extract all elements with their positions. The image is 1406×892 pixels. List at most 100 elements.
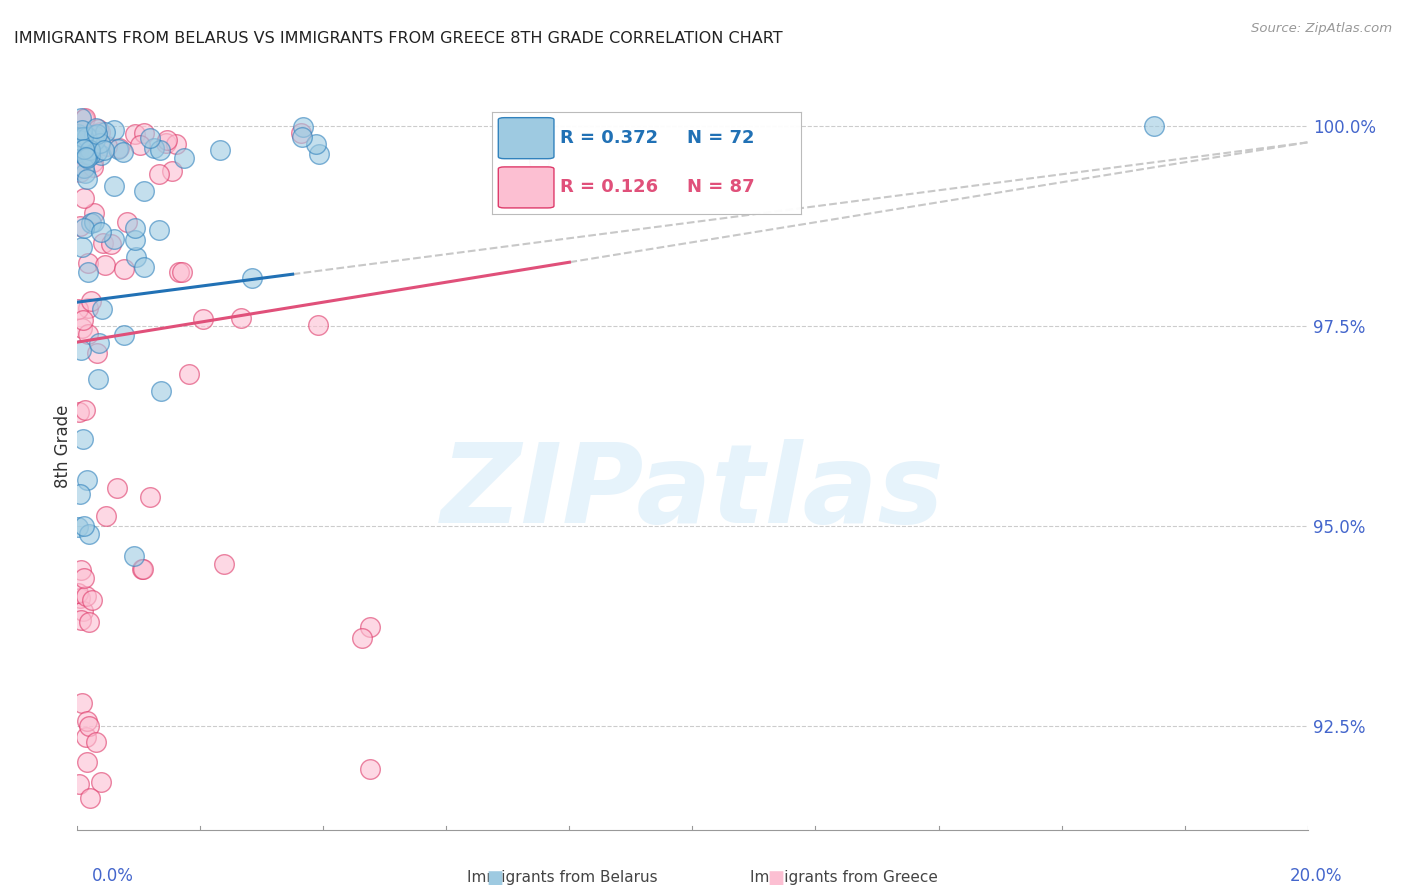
Point: [125, 250, 148, 264]
Point: [108, 140, 131, 154]
Point: [77, 129, 100, 144]
Point: [77, 615, 100, 629]
Point: [103, 178, 125, 193]
Point: [67, 301, 90, 316]
Point: [84, 121, 107, 136]
Point: [83, 128, 105, 143]
Point: [70, 130, 93, 145]
Point: [132, 260, 155, 275]
Point: [67, 139, 90, 153]
Point: [67, 154, 90, 169]
Point: [208, 143, 231, 157]
Point: [69, 591, 91, 605]
Text: R = 0.126: R = 0.126: [560, 178, 658, 196]
Point: [73, 142, 96, 156]
Point: [122, 549, 145, 563]
Point: [73, 571, 96, 585]
Point: [112, 261, 135, 276]
Point: [80, 294, 103, 309]
Point: [79, 136, 101, 151]
Point: [89, 125, 111, 139]
Point: [94, 508, 117, 523]
Point: [76, 714, 98, 728]
Point: [70, 157, 93, 171]
Point: [167, 265, 190, 279]
Point: [80, 216, 103, 230]
Point: [131, 562, 153, 576]
Text: 0.0%: 0.0%: [91, 867, 134, 885]
Point: [70, 160, 93, 174]
Point: [79, 143, 101, 157]
Point: [76, 301, 98, 315]
Point: [72, 124, 94, 138]
Point: [67, 147, 90, 161]
Point: [66, 152, 89, 166]
Point: [70, 240, 93, 254]
Point: [150, 384, 173, 398]
Point: [177, 367, 200, 381]
Point: [69, 613, 91, 627]
Point: [69, 133, 91, 147]
Text: 20.0%: 20.0%: [1291, 867, 1343, 885]
FancyBboxPatch shape: [498, 167, 554, 208]
Point: [124, 127, 146, 141]
Point: [73, 161, 96, 175]
Point: [148, 167, 170, 181]
Point: [212, 558, 235, 572]
Point: [82, 154, 104, 169]
Point: [359, 762, 381, 776]
Point: [72, 604, 94, 618]
Point: [229, 310, 252, 325]
Point: [83, 215, 105, 229]
Point: [70, 343, 93, 358]
Point: [73, 166, 96, 180]
Point: [91, 235, 114, 250]
Point: [79, 148, 101, 162]
Point: [66, 141, 89, 155]
Point: [91, 301, 114, 316]
Text: N = 72: N = 72: [688, 129, 755, 147]
Point: [112, 145, 135, 159]
Point: [165, 136, 187, 151]
Point: [143, 141, 166, 155]
Point: [103, 232, 125, 246]
Point: [70, 696, 93, 710]
Point: [67, 520, 90, 534]
Point: [86, 145, 108, 160]
Text: Immigrants from Belarus: Immigrants from Belarus: [467, 870, 658, 885]
Point: [307, 318, 329, 332]
Point: [87, 372, 110, 386]
Point: [67, 148, 90, 162]
Point: [80, 143, 103, 157]
Point: [79, 790, 101, 805]
Point: [103, 123, 125, 137]
Point: [148, 223, 170, 237]
Point: [100, 237, 122, 252]
Point: [89, 136, 111, 150]
Point: [66, 586, 89, 600]
Point: [77, 139, 100, 153]
Point: [76, 265, 98, 279]
Point: [69, 164, 91, 178]
Point: [72, 161, 94, 175]
Point: [76, 130, 98, 145]
Point: [134, 185, 156, 199]
Point: [107, 142, 129, 156]
Point: [73, 403, 96, 417]
Point: [77, 719, 100, 733]
Point: [70, 563, 93, 577]
Point: [112, 328, 135, 343]
Point: [129, 138, 152, 153]
Text: IMMIGRANTS FROM BELARUS VS IMMIGRANTS FROM GREECE 8TH GRADE CORRELATION CHART: IMMIGRANTS FROM BELARUS VS IMMIGRANTS FR…: [14, 31, 783, 46]
Point: [76, 147, 98, 161]
Point: [139, 490, 162, 504]
Point: [75, 589, 97, 603]
Point: [139, 131, 162, 145]
Point: [86, 128, 108, 142]
Point: [132, 126, 155, 140]
Point: [87, 335, 110, 350]
Point: [69, 219, 91, 233]
Point: [77, 142, 100, 156]
Point: [96, 139, 118, 153]
Text: Immigrants from Greece: Immigrants from Greece: [749, 870, 938, 885]
